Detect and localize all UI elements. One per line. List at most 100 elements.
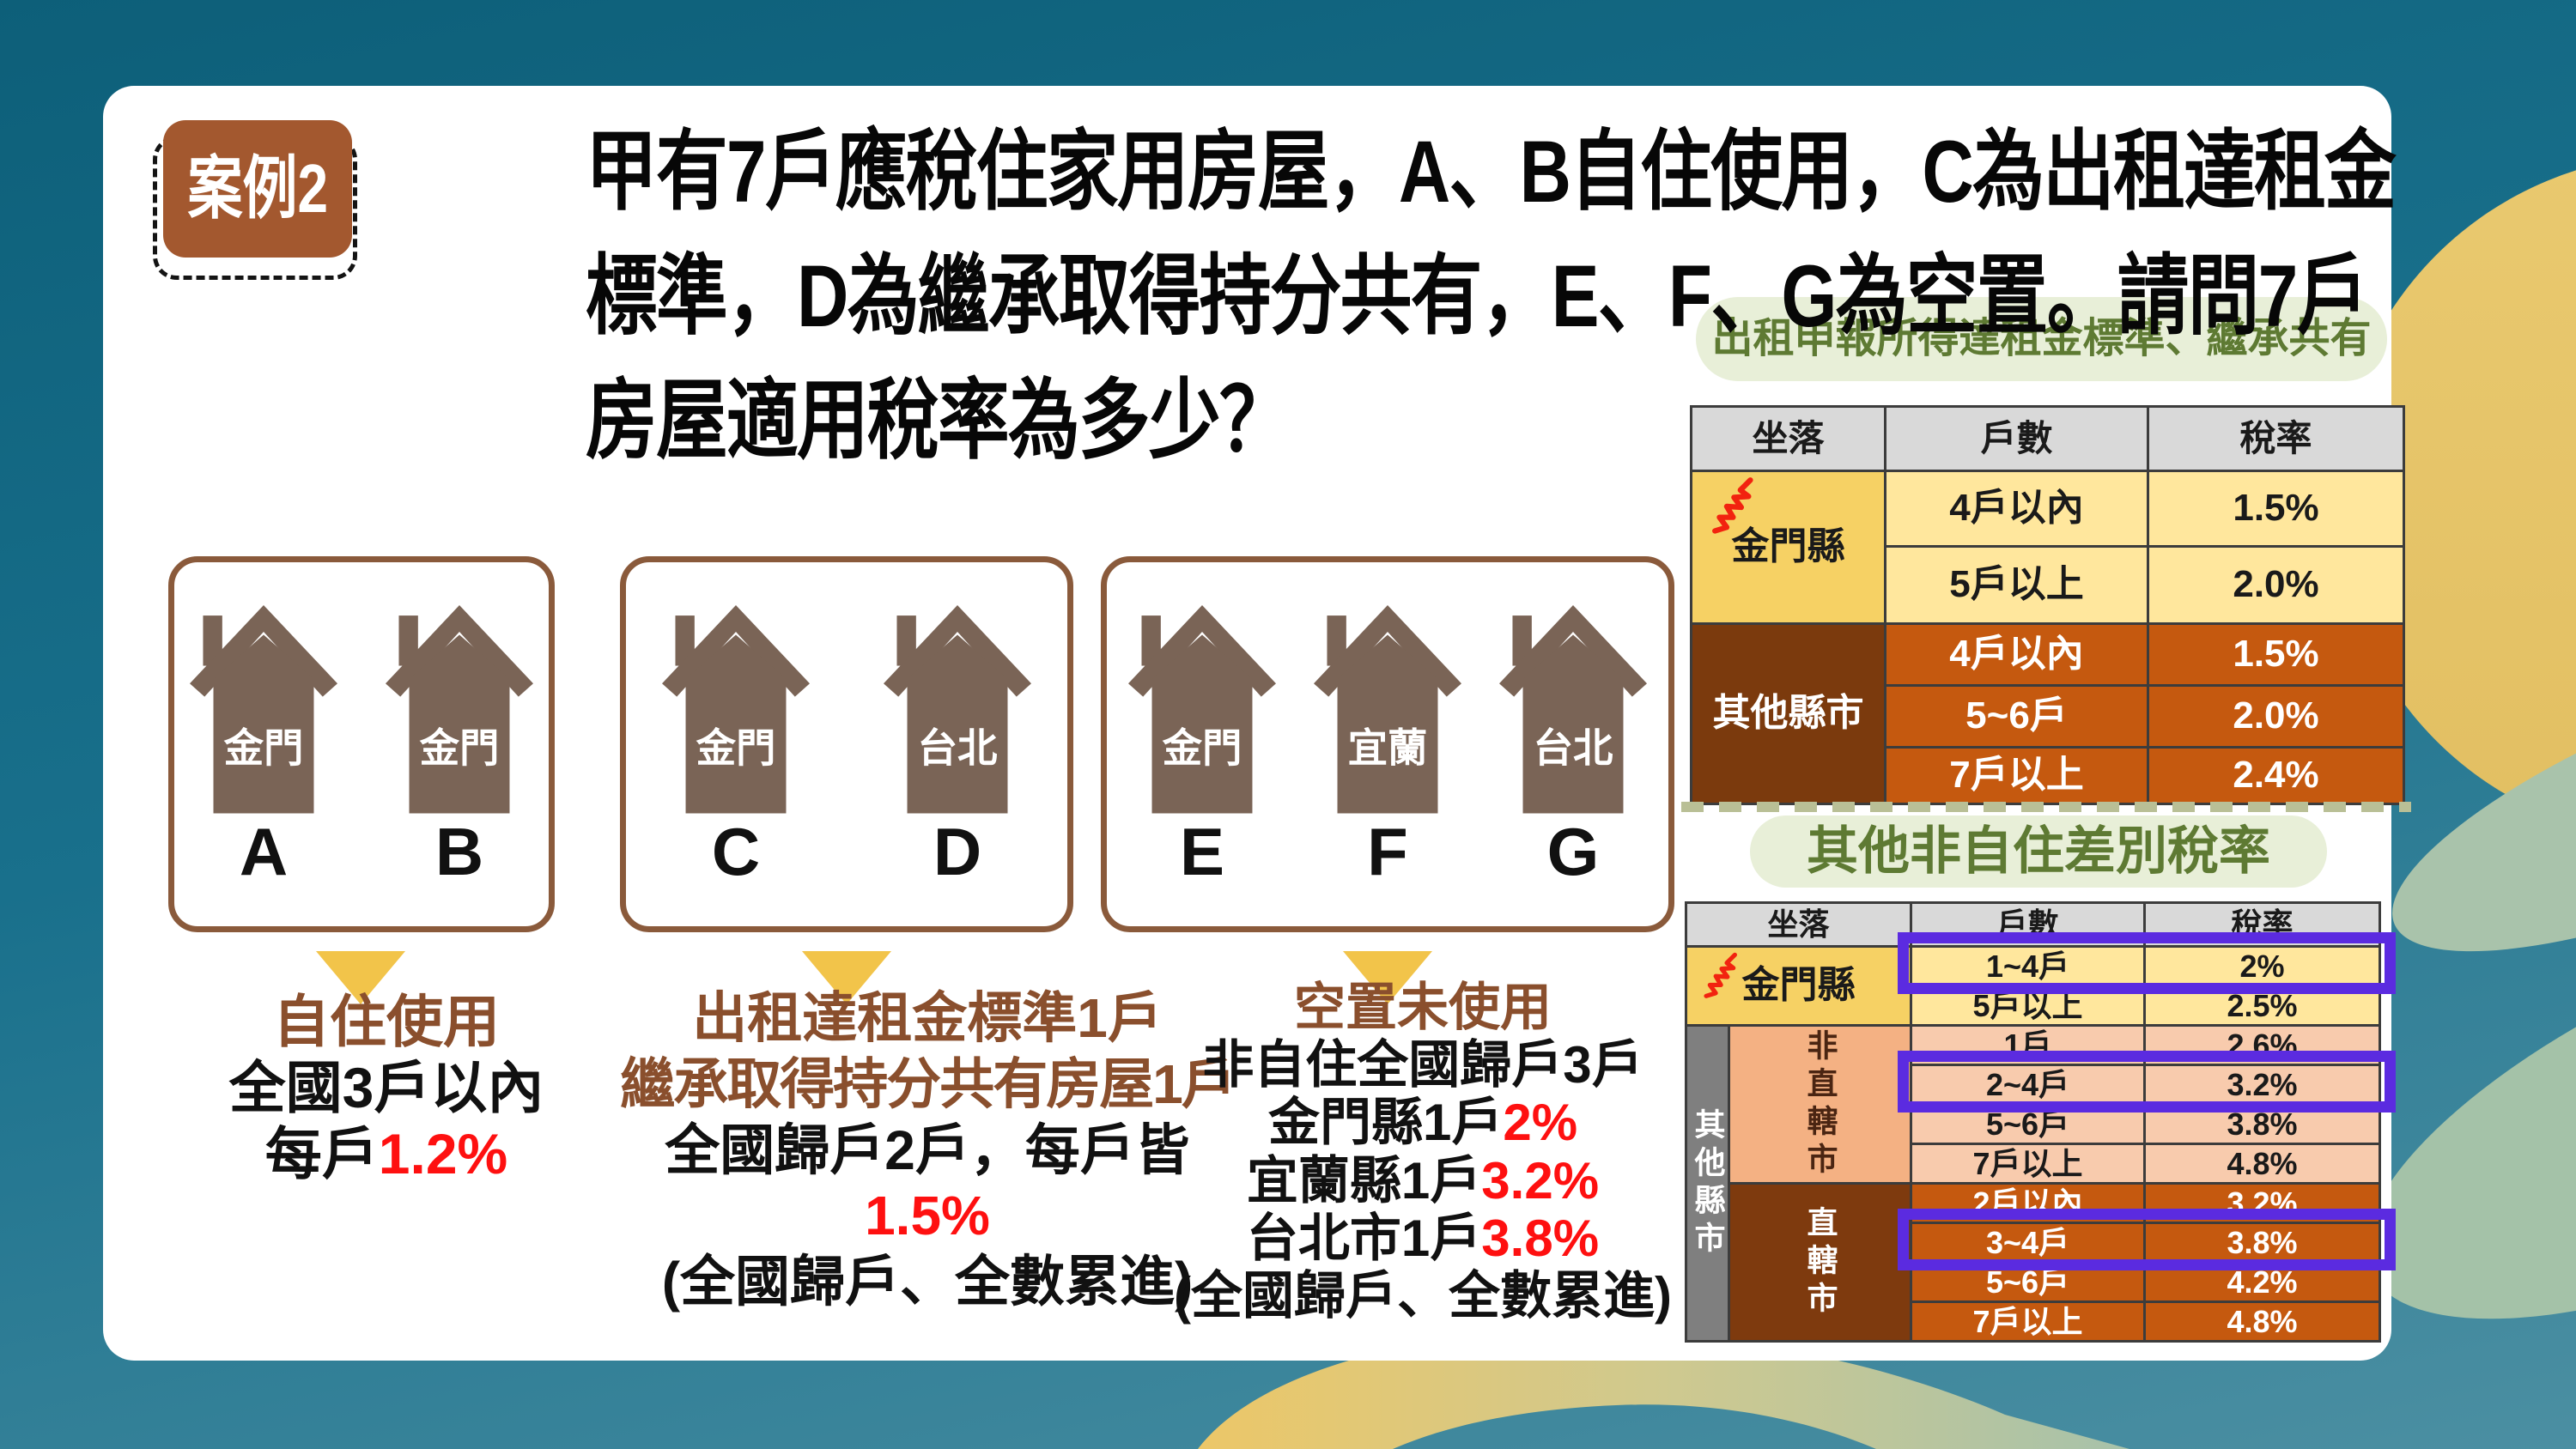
table-cell-rate: 3.8% bbox=[2143, 1222, 2382, 1264]
region-cell-kinmen: 金門縣 bbox=[1690, 470, 1886, 625]
house-city-label: 金門 bbox=[1163, 725, 1242, 770]
note-line: 宜蘭縣1戶3.2% bbox=[1109, 1152, 1736, 1210]
note-line: 非自住全國歸戶3戶 bbox=[1202, 1036, 1643, 1094]
table-cell-units: 7戶以上 bbox=[1910, 1300, 2147, 1343]
subregion-label: 非直轄市 bbox=[1802, 1028, 1838, 1180]
table-cell-rate: 1.5% bbox=[2147, 470, 2405, 548]
table-cell-units: 3~4戶 bbox=[1910, 1222, 2147, 1264]
house-letter: C bbox=[711, 814, 761, 889]
note-line: 每戶1.2% bbox=[120, 1121, 653, 1187]
highlight-box-municipality-3to4 bbox=[1898, 1209, 2396, 1270]
house-unit: 宜蘭 F bbox=[1314, 595, 1461, 885]
table-cell-rate: 4.8% bbox=[2143, 1300, 2382, 1343]
rental-inherit-rate-table: 坐落 戶數 稅率 金門縣 4戶以內 1.5% 5戶以上 2.0% 其他縣市 4戶… bbox=[1690, 405, 2405, 805]
note-line: (全國歸戶、全數累進) bbox=[1174, 1266, 1672, 1325]
region-cell-other-counties: 其他縣市 bbox=[1690, 622, 1886, 805]
subregion-label: 直轄市 bbox=[1802, 1205, 1838, 1319]
table2-title-pill: 其他非自住差別稅率 bbox=[1750, 815, 2327, 888]
house-letter: F bbox=[1367, 814, 1408, 889]
note-line: 金門縣1戶2% bbox=[1109, 1094, 1736, 1151]
house-city-label: 金門 bbox=[420, 725, 500, 770]
subregion-cell-municipality: 直轄市 bbox=[1727, 1182, 1913, 1343]
question-text: 甲有7戶應稅住家用房屋，A、B自住使用，C為出租達租金 標準，D為繼承取得持分共… bbox=[586, 110, 2416, 482]
table-cell-units: 5~6戶 bbox=[1884, 684, 2149, 749]
house-unit: 金門 E bbox=[1128, 595, 1276, 885]
house-icon: 宜蘭 bbox=[1314, 605, 1461, 814]
table-cell-rate: 1.5% bbox=[2147, 622, 2405, 687]
case-badge-label: 案例2 bbox=[187, 150, 328, 227]
table-cell-units: 7戶以上 bbox=[1884, 746, 2149, 805]
note-prefix: 每戶 bbox=[264, 1122, 379, 1186]
highlight-box-nonmunicipality-2to4 bbox=[1898, 1051, 2396, 1113]
column-header: 稅率 bbox=[2147, 405, 2405, 472]
table-cell-units: 2~4戶 bbox=[1910, 1064, 2147, 1106]
house-letter: A bbox=[239, 814, 289, 889]
note-rental-inherit: 出租達租金標準1戶 繼承取得持分共有房屋1戶 全國歸戶2戶，每戶皆 1.5% (… bbox=[584, 985, 1271, 1315]
house-unit: 台北 D bbox=[884, 595, 1031, 885]
arrow-down-icon bbox=[1343, 951, 1432, 1004]
note-line: 全國3戶以內 bbox=[228, 1056, 544, 1120]
question-line-3: 房屋適用稅率為多少？ bbox=[586, 371, 1291, 470]
house-city-label: 宜蘭 bbox=[1348, 725, 1428, 770]
house-unit: 金門 A bbox=[190, 595, 337, 885]
column-header: 戶數 bbox=[1884, 405, 2149, 472]
table1-title: 出租申報所得達租金標準、繼承共有 bbox=[1711, 316, 2372, 361]
note-vacant: 空置未使用 非自住全國歸戶3戶 金門縣1戶2% 宜蘭縣1戶3.2% 台北市1戶3… bbox=[1109, 979, 1736, 1325]
table1-title-pill: 出租申報所得達租金標準、繼承共有 bbox=[1696, 297, 2387, 381]
note-prefix: 宜蘭縣1戶 bbox=[1246, 1151, 1482, 1210]
house-icon: 金門 bbox=[190, 605, 337, 814]
question-line-1: 甲有7戶應稅住家用房屋，A、B自住使用，C為出租達租金 bbox=[586, 123, 2397, 221]
house-city-label: 金門 bbox=[696, 725, 776, 770]
question-line-2: 標準，D為繼承取得持分共有，E、F、G為空置。請問7戶 bbox=[586, 246, 2368, 345]
table-cell-units: 7戶以上 bbox=[1910, 1143, 2147, 1185]
note-line: (全國歸戶、全數累進) bbox=[661, 1251, 1194, 1313]
note-self-use: 自住使用 全國3戶以內 每戶1.2% bbox=[120, 989, 653, 1188]
burst-icon bbox=[1704, 952, 1737, 998]
house-icon: 台北 bbox=[1499, 605, 1647, 814]
house-group-rental-inherit: 金門 C 台北 D bbox=[620, 556, 1073, 932]
arrow-down-icon bbox=[316, 951, 405, 1004]
note-line: 台北市1戶3.8% bbox=[1109, 1210, 1736, 1267]
note-title: 出租達租金標準1戶 bbox=[692, 987, 1163, 1049]
arrow-down-icon bbox=[802, 951, 891, 1004]
note-rate: 3.8% bbox=[1481, 1209, 1600, 1267]
note-line: 全國歸戶2戶，每戶皆 bbox=[665, 1119, 1190, 1181]
house-letter: B bbox=[434, 814, 484, 889]
highlight-box-kinmen-1to4 bbox=[1898, 932, 2396, 994]
house-city-label: 金門 bbox=[224, 725, 304, 770]
table-cell-units: 5戶以上 bbox=[1884, 545, 2149, 625]
region-label: 其他縣市 bbox=[1690, 1107, 1726, 1259]
table-cell-units: 1~4戶 bbox=[1910, 945, 2147, 987]
house-city-label: 台北 bbox=[1534, 725, 1613, 770]
subregion-cell-non-municipality: 非直轄市 bbox=[1727, 1024, 1913, 1185]
sage-band-decoration bbox=[2366, 895, 2576, 1319]
note-title: 繼承取得持分共有房屋1戶 bbox=[620, 1052, 1236, 1115]
column-header: 坐落 bbox=[1684, 901, 1913, 948]
table-cell-units: 4戶以內 bbox=[1884, 470, 2149, 548]
note-rate: 3.2% bbox=[1481, 1151, 1600, 1210]
table-cell-rate: 2.0% bbox=[2147, 545, 2405, 625]
table-cell-units: 4戶以內 bbox=[1884, 622, 2149, 687]
house-icon: 金門 bbox=[1128, 605, 1276, 814]
note-title: 空置未使用 bbox=[1294, 979, 1552, 1036]
note-rate: 1.2% bbox=[378, 1122, 508, 1186]
house-unit: 台北 G bbox=[1499, 595, 1647, 885]
house-unit: 金門 B bbox=[386, 595, 533, 885]
region-label: 金門縣 bbox=[1741, 964, 1856, 1007]
house-letter: G bbox=[1546, 814, 1600, 889]
table-cell-rate: 4.8% bbox=[2143, 1143, 2382, 1185]
house-group-self-use: 金門 A 金門 B bbox=[168, 556, 555, 932]
house-unit: 金門 C bbox=[662, 595, 810, 885]
region-cell-kinmen: 金門縣 bbox=[1684, 945, 1913, 1027]
note-prefix: 台北市1戶 bbox=[1246, 1209, 1482, 1267]
house-icon: 金門 bbox=[662, 605, 810, 814]
house-city-label: 台北 bbox=[918, 725, 998, 770]
case-badge: 案例2 bbox=[163, 120, 352, 258]
house-group-vacant: 金門 E 宜蘭 F 台北 G bbox=[1101, 556, 1674, 932]
house-icon: 金門 bbox=[386, 605, 533, 814]
table-cell-rate: 2.0% bbox=[2147, 684, 2405, 749]
table-cell-rate: 3.2% bbox=[2143, 1064, 2382, 1106]
house-letter: E bbox=[1179, 814, 1225, 889]
burst-icon bbox=[1712, 477, 1753, 534]
